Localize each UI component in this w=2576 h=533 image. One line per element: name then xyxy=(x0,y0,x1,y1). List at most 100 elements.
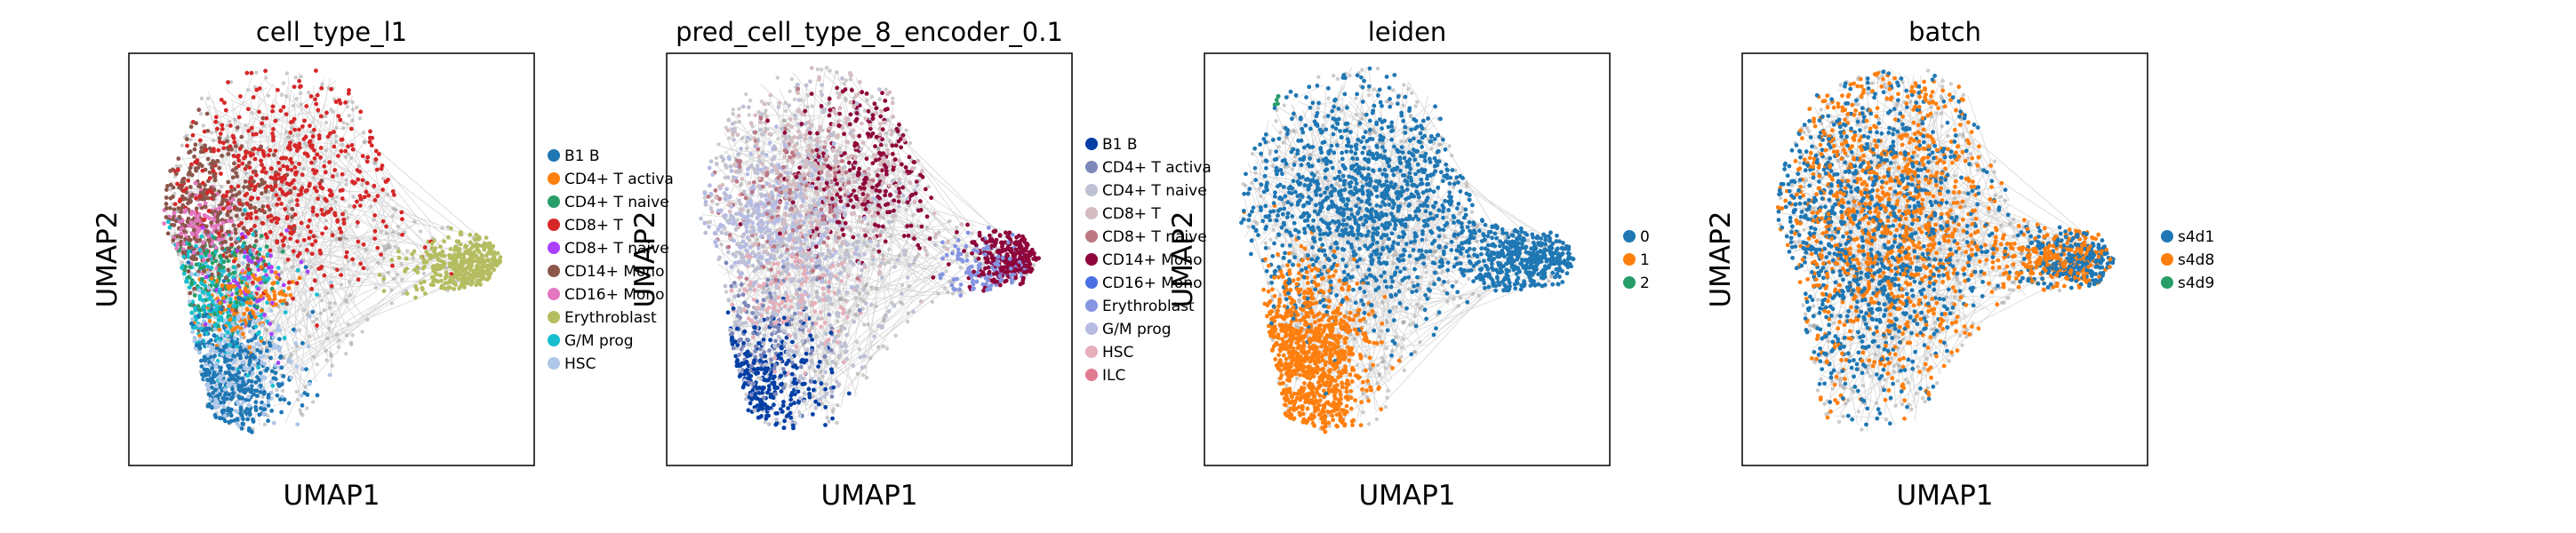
scatter-point xyxy=(266,393,271,397)
underlay-point xyxy=(877,97,882,102)
scatter-point xyxy=(217,136,222,140)
scatter-point xyxy=(318,185,324,189)
scatter-point xyxy=(194,317,198,322)
scatter-point xyxy=(164,195,169,200)
underlay-point xyxy=(250,111,254,115)
underlay-point xyxy=(175,209,180,214)
scatter-point xyxy=(180,250,186,255)
scatter-point xyxy=(298,84,302,90)
scatter-point xyxy=(190,132,196,138)
scatter-point xyxy=(221,146,227,151)
neighbor-edge xyxy=(294,192,337,304)
scatter-point xyxy=(235,290,240,296)
underlay-point xyxy=(327,306,332,310)
scatter-point xyxy=(246,402,252,408)
underlay-point xyxy=(324,358,329,362)
underlay-point xyxy=(391,276,396,282)
scatter-point xyxy=(429,274,435,280)
scatter-point xyxy=(474,232,479,237)
scatter-point xyxy=(431,279,436,284)
scatter-point xyxy=(878,114,884,119)
scatter-point xyxy=(220,126,225,131)
scatter-point xyxy=(192,335,197,340)
scatter-point xyxy=(285,191,291,196)
scatter-point xyxy=(235,300,239,305)
neighbor-edge xyxy=(291,278,440,293)
scatter-point xyxy=(276,337,282,342)
underlay-point xyxy=(964,254,970,259)
neighbor-edge xyxy=(293,173,326,244)
neighbor-edge xyxy=(273,402,286,407)
scatter-point xyxy=(262,389,267,394)
scatter-point xyxy=(259,265,264,270)
scatter-point xyxy=(308,181,312,187)
underlay-point xyxy=(199,96,204,101)
scatter-point xyxy=(212,312,217,316)
underlay-point xyxy=(911,261,916,266)
scatter-point xyxy=(186,274,191,280)
scatter-point xyxy=(377,272,382,277)
scatter-point xyxy=(210,366,214,371)
scatter-point xyxy=(180,218,185,223)
underlay-point xyxy=(254,70,259,75)
scatter-point xyxy=(257,318,262,322)
scatter-point xyxy=(476,268,482,274)
scatter-point xyxy=(231,223,236,228)
scatter-point xyxy=(248,216,253,220)
scatter-point xyxy=(316,136,322,141)
underlay-point xyxy=(783,100,788,106)
scatter-point xyxy=(241,226,246,231)
scatter-point xyxy=(217,139,222,145)
scatter-point xyxy=(492,251,497,255)
neighbor-edge xyxy=(733,325,834,330)
scatter-point xyxy=(228,236,234,242)
scatter-point xyxy=(234,193,239,197)
underlay-point xyxy=(271,203,276,208)
scatter-point xyxy=(222,387,228,392)
scatter-point xyxy=(367,139,372,145)
scatter-point xyxy=(226,205,231,211)
scatter-point xyxy=(261,166,267,171)
scatter-point xyxy=(167,205,172,211)
scatter-point xyxy=(880,137,885,142)
underlay-point xyxy=(857,291,861,296)
neighbor-edge xyxy=(190,139,301,143)
scatter-point xyxy=(220,246,225,251)
scatter-point xyxy=(220,282,225,288)
scatter-point xyxy=(245,263,251,268)
scatter-point xyxy=(837,255,843,260)
underlay-point xyxy=(950,291,956,296)
underlay-point xyxy=(284,260,288,265)
scatter-point xyxy=(197,203,203,208)
scatter-point xyxy=(322,273,327,278)
underlay-point xyxy=(970,231,974,235)
underlay-point xyxy=(336,338,341,343)
scatter-point xyxy=(263,68,268,74)
scatter-point xyxy=(751,179,756,185)
underlay-point xyxy=(835,319,840,323)
scatter-point xyxy=(308,314,312,319)
underlay-point xyxy=(228,80,234,84)
scatter-point xyxy=(212,322,218,328)
scatter-point xyxy=(240,383,245,388)
scatter-point xyxy=(840,311,845,316)
scatter-point xyxy=(455,247,460,251)
neighbor-edge xyxy=(165,211,197,331)
scatter-point xyxy=(927,236,932,242)
scatter-point xyxy=(458,232,463,237)
scatter-point xyxy=(372,236,378,242)
underlay-point xyxy=(362,139,366,144)
scatter-point xyxy=(487,271,492,276)
underlay-point xyxy=(904,128,908,132)
scatter-point xyxy=(212,327,218,332)
scatter-point xyxy=(468,281,474,286)
scatter-point xyxy=(204,224,209,229)
scatter-point xyxy=(310,209,316,214)
scatter-point xyxy=(259,158,263,163)
scatter-point xyxy=(312,155,317,161)
scatter-point xyxy=(456,239,461,244)
scatter-point xyxy=(275,220,279,226)
underlay-point xyxy=(855,303,860,308)
scatter-point xyxy=(348,126,354,131)
scatter-point xyxy=(338,236,342,242)
